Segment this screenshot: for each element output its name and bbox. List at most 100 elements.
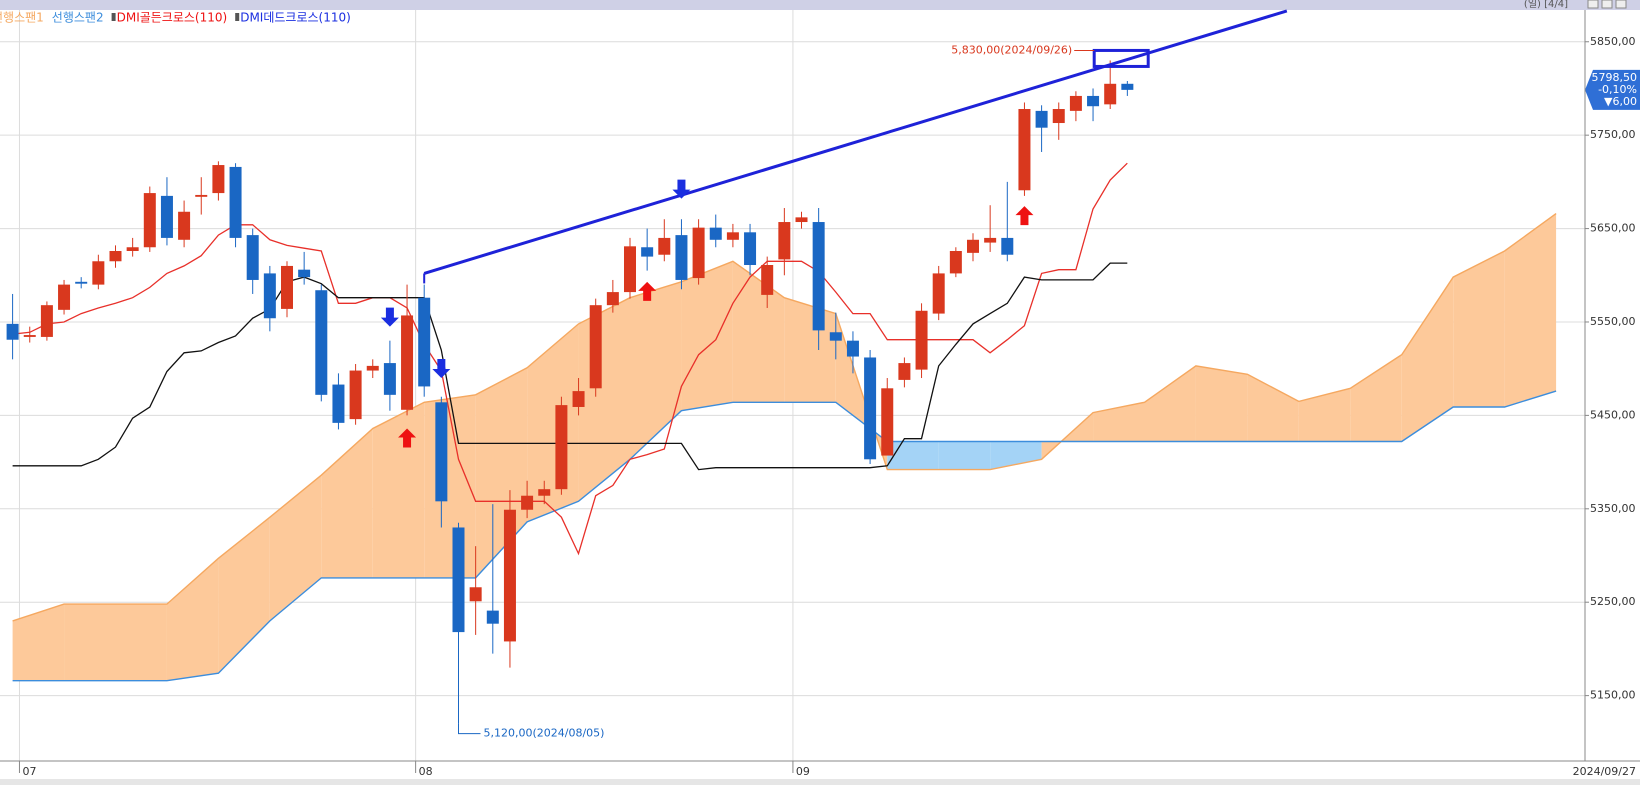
candle-body (726, 232, 739, 240)
annotation-leader (458, 723, 481, 735)
candle-body (349, 370, 362, 420)
candle-body (538, 489, 551, 496)
cloud-fill (938, 441, 991, 470)
price-tag-value: 5798,50 (1592, 71, 1638, 84)
candle-body (1052, 109, 1065, 124)
scrollbar[interactable] (0, 779, 1640, 785)
candle-body (898, 363, 911, 380)
candle-body (572, 391, 585, 407)
candle-body (92, 261, 105, 285)
annotation-label: 5,830,00(2024/09/26) (951, 43, 1072, 56)
candle-body (846, 340, 859, 357)
candle-body (521, 495, 534, 510)
cloud-fill (1401, 277, 1454, 442)
y-tick-label: 5550,00 (1590, 315, 1636, 328)
candle-body (212, 165, 225, 194)
candle-body (109, 250, 122, 262)
span-line (12, 390, 1557, 682)
cloud-fill (990, 441, 1042, 470)
cloud-fill (630, 281, 682, 460)
candle-body (469, 587, 482, 602)
plot-area: 5150,00 5250,00 5350,00 5450,00 5550,00 5650,… (0, 9, 1640, 778)
period-label: (일) [4/4] (1524, 0, 1568, 10)
candle-body (932, 273, 945, 314)
candle-body (332, 384, 345, 423)
candle-body (315, 290, 328, 395)
x-tick-label: 09 (796, 765, 810, 778)
candle-body (298, 269, 311, 278)
button[interactable] (1601, 0, 1613, 9)
cloud-fill (218, 517, 270, 674)
candle-body (984, 237, 997, 243)
cloud-fill (64, 604, 116, 681)
candle-body (555, 405, 568, 490)
cloud-fill (1144, 365, 1196, 442)
cloud-fill (887, 441, 939, 470)
candle-body (126, 247, 139, 251)
candle-body (178, 211, 191, 240)
x-end-label: 2024/09/27 (1573, 765, 1636, 778)
candle-body (967, 239, 979, 253)
y-tick-label: 5250,00 (1590, 595, 1636, 608)
candle-body (1087, 95, 1100, 107)
legend-entry: 선행스팬2 (52, 10, 104, 25)
cloud-fill (1247, 374, 1299, 442)
candle-body (1069, 95, 1082, 111)
candle-body (1035, 110, 1048, 128)
y-tick-label: 5650,00 (1590, 222, 1636, 235)
candle-body (795, 217, 808, 223)
top-bar (0, 0, 1640, 10)
price-tag-change: ▼6,00 (1604, 95, 1637, 108)
candle-body (195, 194, 208, 197)
candle-body (435, 402, 448, 502)
candle-body (658, 237, 671, 255)
candle-body (915, 310, 928, 370)
candle-body (6, 323, 19, 340)
candle-body (692, 227, 705, 279)
candle-body (624, 246, 636, 293)
x-tick-label: 08 (419, 765, 433, 778)
legend-entry: DMI골든크로스(110) (117, 11, 228, 25)
candle-body (881, 388, 894, 456)
candle-body (949, 250, 962, 274)
annotation-label: 5,120,00(2024/08/05) (484, 727, 605, 740)
cloud-fill (1350, 354, 1402, 442)
candle-body (383, 363, 396, 395)
candle-body (1104, 83, 1117, 105)
button[interactable] (1615, 0, 1627, 9)
candle-body (401, 315, 414, 410)
candle-body (812, 222, 825, 331)
candle-body (744, 232, 757, 266)
candle-body (1121, 83, 1134, 90)
candle-body (641, 247, 654, 257)
candle-body (606, 292, 619, 306)
candle-body (40, 305, 53, 337)
cloud-fill (1298, 388, 1351, 442)
button[interactable] (1587, 0, 1599, 9)
candle-body (1018, 109, 1031, 191)
highlight-box (1092, 48, 1150, 68)
candle-body (281, 265, 293, 309)
candle-body (829, 332, 842, 341)
y-tick-label: 5350,00 (1590, 502, 1636, 515)
candle-body (675, 235, 688, 280)
signal-arrow (1015, 206, 1034, 226)
candle-body (160, 195, 173, 238)
cloud-fill (732, 261, 785, 403)
candle-body (418, 297, 431, 387)
cloud-fill (784, 297, 836, 403)
y-tick-label: 5150,00 (1590, 689, 1636, 702)
y-tick-label: 5850,00 (1590, 35, 1636, 48)
candle-body (75, 281, 88, 284)
candle-body (452, 527, 465, 633)
candle-body (246, 235, 259, 280)
signal-arrow (672, 179, 691, 199)
candle-body (778, 222, 791, 260)
signal-arrow (432, 359, 451, 379)
cloud-fill (1093, 402, 1145, 442)
candle-body (503, 509, 516, 642)
cloud-fill (372, 402, 425, 578)
legend-entry: 선행스팬1 (0, 10, 44, 25)
cloud-fill (1195, 365, 1248, 442)
